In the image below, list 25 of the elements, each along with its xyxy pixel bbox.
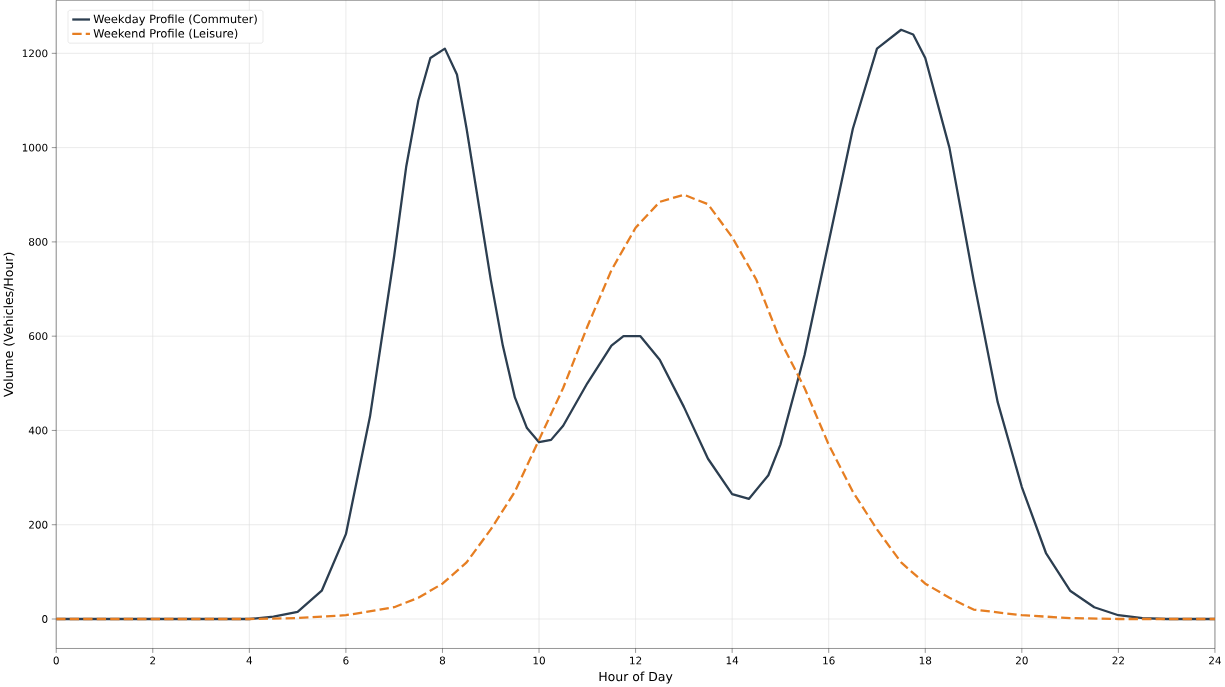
x-axis-title: Hour of Day	[599, 671, 673, 684]
legend-label: Weekday Profile (Commuter)	[93, 14, 257, 26]
x-tick-label: 4	[246, 656, 253, 665]
x-tick-label: 20	[1015, 656, 1028, 665]
y-tick-label: 400	[28, 426, 48, 435]
y-tick-label: 200	[29, 520, 48, 529]
y-tick-label: 800	[29, 237, 48, 246]
x-tick-label: 10	[533, 656, 545, 665]
legend-label: Weekend Profile (Leisure)	[93, 28, 238, 39]
x-tick-label: 24	[1209, 656, 1221, 665]
y-tick-label: 0	[42, 615, 48, 623]
x-tick-label: 0	[53, 656, 59, 665]
x-tick-label: 18	[919, 656, 932, 665]
y-axis-title: Volume (Vehicles/Hour)	[3, 252, 15, 397]
x-tick-label: 14	[726, 656, 739, 665]
x-tick-label: 2	[150, 656, 156, 665]
x-tick-label: 6	[343, 656, 349, 665]
x-tick-label: 16	[823, 656, 835, 665]
x-tick-label: 12	[630, 656, 642, 665]
y-tick-label: 1200	[22, 49, 48, 58]
x-tick-label: 8	[439, 656, 446, 665]
x-tick-label: 22	[1112, 656, 1124, 665]
y-tick-label: 600	[29, 332, 48, 341]
y-tick-label: 1000	[22, 143, 48, 152]
line-series	[56, 193, 1215, 621]
